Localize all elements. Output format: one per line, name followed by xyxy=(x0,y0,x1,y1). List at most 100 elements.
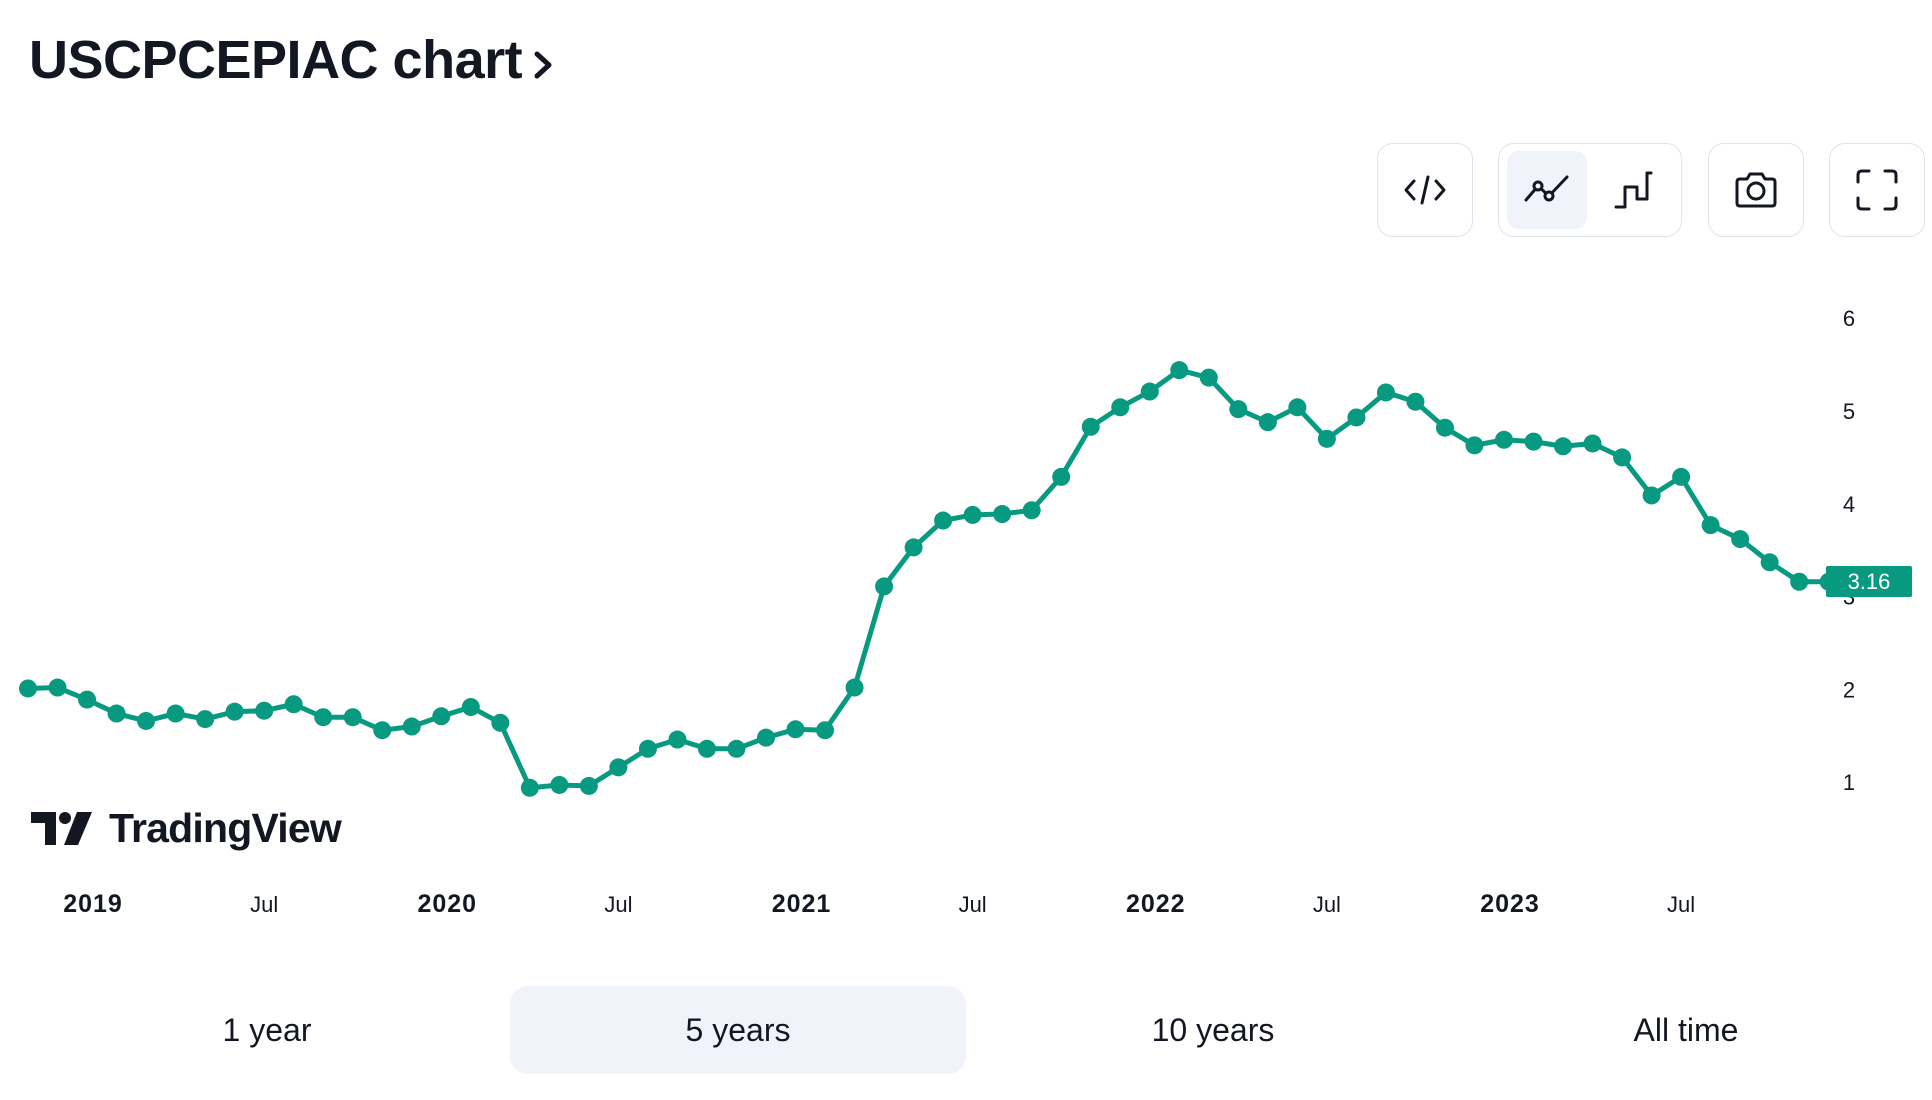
line-chart-icon xyxy=(1524,175,1569,202)
step-style-button[interactable] xyxy=(1593,151,1673,229)
data-point xyxy=(638,739,657,758)
data-point xyxy=(255,701,274,720)
camera-icon xyxy=(1735,172,1777,208)
series-layer xyxy=(19,361,1838,797)
x-tick-label: Jul xyxy=(959,892,987,917)
snapshot-button[interactable] xyxy=(1708,143,1804,237)
data-point xyxy=(1495,430,1513,449)
data-point xyxy=(343,708,362,727)
x-tick-label: 2020 xyxy=(417,890,477,918)
range-5-years[interactable]: 5 years xyxy=(510,986,966,1074)
data-point xyxy=(1288,398,1307,417)
data-point xyxy=(1376,383,1395,402)
data-point xyxy=(845,678,864,697)
x-tick-label: 2023 xyxy=(1480,890,1540,918)
data-point xyxy=(875,577,894,596)
range-label: 1 year xyxy=(222,1011,312,1048)
page-title: USCPCEPIAC chart xyxy=(29,30,523,90)
data-point xyxy=(904,538,923,557)
series-line xyxy=(25,367,1832,791)
data-point xyxy=(1672,467,1691,486)
data-point xyxy=(1258,413,1277,432)
code-embed-icon xyxy=(1404,175,1446,205)
data-point xyxy=(373,721,392,740)
data-point xyxy=(137,711,156,730)
x-tick-label: Jul xyxy=(604,892,632,917)
x-tick-label: 2021 xyxy=(772,890,832,918)
data-point xyxy=(78,690,97,709)
range-label: 10 years xyxy=(1151,1011,1275,1048)
data-point xyxy=(1731,530,1750,549)
data-point xyxy=(1229,400,1248,419)
data-point xyxy=(1701,516,1720,535)
chevron-right-icon xyxy=(534,51,552,79)
data-point xyxy=(1111,398,1130,417)
tradingview-logo-icon xyxy=(31,811,92,845)
data-point xyxy=(1317,429,1336,448)
x-tick-label: 2022 xyxy=(1126,890,1186,918)
data-point xyxy=(1465,436,1484,455)
data-point xyxy=(432,707,451,726)
data-point xyxy=(1199,368,1218,387)
data-point xyxy=(727,739,746,758)
data-point xyxy=(934,511,953,530)
data-point xyxy=(1524,432,1543,451)
range-label: 5 years xyxy=(685,1011,791,1048)
data-point xyxy=(314,708,333,727)
embed-button[interactable] xyxy=(1377,143,1473,237)
fullscreen-icon xyxy=(1856,169,1898,211)
data-point xyxy=(757,728,775,747)
data-point xyxy=(668,730,687,749)
tradingview-logo: TradingView xyxy=(31,805,342,852)
data-point xyxy=(1613,448,1632,467)
x-tick-label: Jul xyxy=(1667,892,1695,917)
range-all-time[interactable]: All time xyxy=(1468,986,1904,1074)
data-point xyxy=(1760,553,1779,572)
line-style-button[interactable] xyxy=(1507,151,1587,229)
step-line-icon xyxy=(1614,171,1653,209)
data-point xyxy=(963,505,982,524)
y-tick-label: 6 xyxy=(1843,306,1855,331)
data-point xyxy=(1583,434,1602,453)
data-point xyxy=(816,721,835,740)
data-point xyxy=(1170,361,1189,380)
y-tick-label: 2 xyxy=(1843,677,1855,702)
data-point xyxy=(579,776,598,795)
x-axis: 2019 Jul 2020 Jul 2021 Jul 2022 Jul 2023 Jul xyxy=(63,890,1695,918)
data-point xyxy=(1554,437,1573,456)
tradingview-logo-text: TradingView xyxy=(109,805,342,851)
data-point xyxy=(166,704,185,723)
data-point xyxy=(48,678,67,697)
fullscreen-button[interactable] xyxy=(1829,143,1925,237)
data-point xyxy=(1435,418,1454,437)
data-point xyxy=(609,758,628,777)
y-tick-label: 5 xyxy=(1843,399,1855,424)
data-point xyxy=(107,704,126,723)
data-point xyxy=(1140,382,1159,401)
data-point xyxy=(461,698,480,717)
data-point xyxy=(993,505,1012,524)
data-point xyxy=(196,710,215,729)
data-point xyxy=(786,720,805,739)
data-point xyxy=(1081,417,1100,436)
data-point xyxy=(550,775,569,794)
data-point xyxy=(1347,408,1366,427)
data-point xyxy=(284,695,303,714)
range-1-year[interactable]: 1 year xyxy=(49,986,485,1074)
time-range-selector: 1 year 5 years 10 years All time xyxy=(0,986,1932,1076)
data-point xyxy=(697,739,716,758)
x-tick-label: 2019 xyxy=(63,890,123,918)
data-point xyxy=(1642,486,1661,505)
chart-title-link[interactable]: USCPCEPIAC chart xyxy=(29,24,558,96)
range-label: All time xyxy=(1633,1011,1739,1048)
data-point xyxy=(491,713,510,732)
y-tick-label: 4 xyxy=(1843,492,1855,517)
data-point xyxy=(1790,572,1809,591)
data-point xyxy=(1052,467,1071,486)
y-tick-label: 1 xyxy=(1843,770,1855,795)
range-10-years[interactable]: 10 years xyxy=(995,986,1431,1074)
data-point xyxy=(225,702,244,721)
last-value-label: 3.16 xyxy=(1826,566,1912,597)
